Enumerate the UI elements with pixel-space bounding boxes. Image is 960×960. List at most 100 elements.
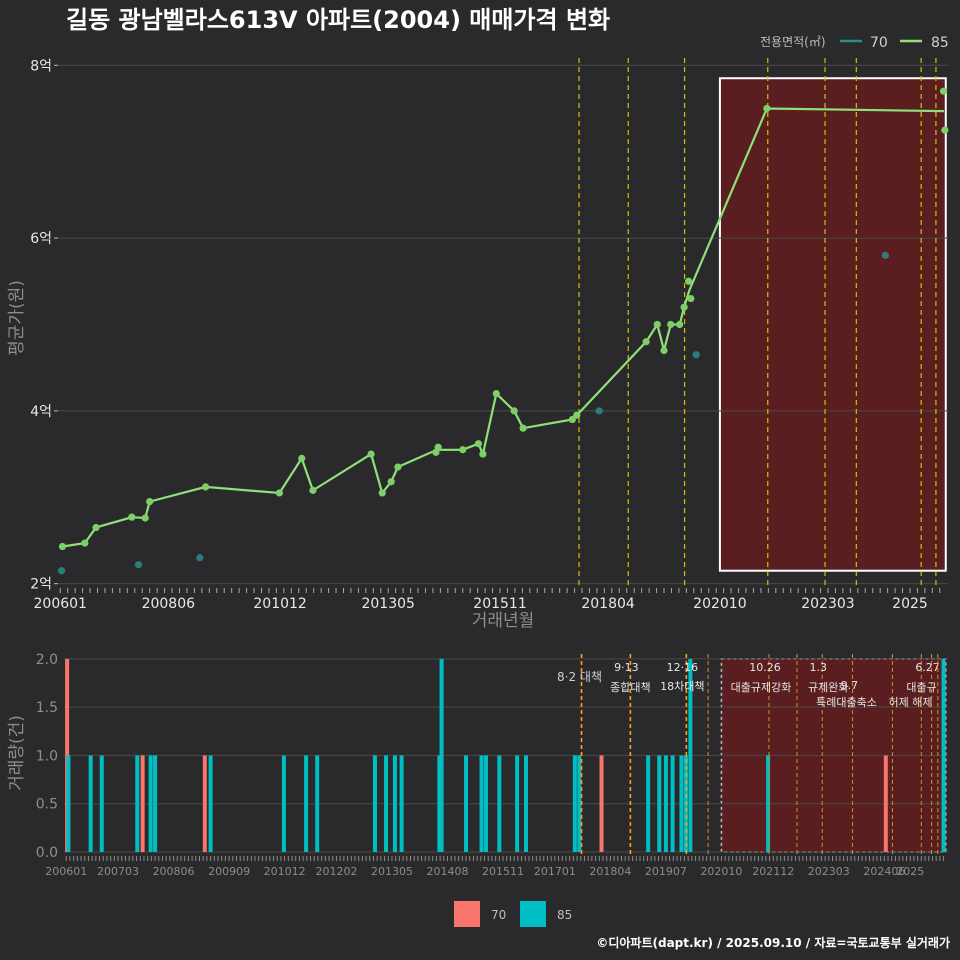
bar-85 xyxy=(657,755,662,852)
point-70 xyxy=(881,251,889,259)
point-85 xyxy=(492,390,500,398)
y-tick-label: 6억 xyxy=(30,231,52,247)
x-tick-label: 202010 xyxy=(700,865,742,878)
bar-70 xyxy=(202,755,207,852)
legend-swatch-85 xyxy=(520,901,546,927)
bar-85 xyxy=(208,755,213,852)
point-85 xyxy=(394,463,402,471)
bar-85 xyxy=(315,755,320,852)
bar-85 xyxy=(572,755,577,852)
bar-85 xyxy=(941,658,946,852)
y-axis-title: 평균가(원) xyxy=(7,280,27,356)
point-85 xyxy=(275,489,283,497)
x-tick-label: 2025 xyxy=(896,865,924,878)
bar-85 xyxy=(304,755,309,852)
x-tick-label: 201012 xyxy=(253,596,306,612)
credit-text: ©디아파트(dapt.kr) / 2025.09.10 / 자료=국토교통부 실… xyxy=(596,935,950,950)
policy-date-label: 1.3 xyxy=(810,661,828,674)
bar-70 xyxy=(140,755,145,852)
x-tick-label: 200601 xyxy=(45,865,87,878)
y-tick-label: 0.0 xyxy=(36,845,58,861)
legend-label-85: 85 xyxy=(931,35,949,51)
bar-85 xyxy=(399,755,404,852)
line-85 xyxy=(62,107,945,548)
x-tick-label: 200601 xyxy=(34,596,87,612)
policy-name-label: 대출규 xyxy=(906,681,936,694)
x-tick-label: 201804 xyxy=(589,865,631,878)
x-tick-label: 201012 xyxy=(264,865,306,878)
policy-date-label: 9.7 xyxy=(841,679,859,692)
x-tick-label: 202010 xyxy=(693,596,746,612)
point-85 xyxy=(459,446,467,454)
bar-85 xyxy=(663,755,668,852)
point-85 xyxy=(519,424,527,432)
bar-85 xyxy=(372,755,377,852)
point-70 xyxy=(196,554,204,562)
point-85 xyxy=(941,126,949,134)
point-70 xyxy=(595,407,603,415)
point-85 xyxy=(128,513,136,521)
point-85 xyxy=(763,104,771,113)
x-tick-label: 201202 xyxy=(315,865,357,878)
legend-swatch-70 xyxy=(454,901,480,927)
bar-85 xyxy=(281,755,286,852)
point-85 xyxy=(568,415,576,424)
policy-date-label: 9·13 xyxy=(614,661,639,674)
point-85 xyxy=(642,338,650,346)
x-tick-label: 201408 xyxy=(427,865,469,878)
bar-85 xyxy=(484,755,489,852)
point-70 xyxy=(57,567,66,575)
y-axis-title: 거래량(건) xyxy=(7,715,27,791)
x-tick-label: 201511 xyxy=(473,596,526,612)
chart-title: 길동 광남벨라스613V 아파트(2004) 매매가격 변화 xyxy=(66,6,610,34)
highlight-box xyxy=(718,77,947,572)
point-85 xyxy=(660,346,668,354)
point-85 xyxy=(474,440,483,448)
point-85 xyxy=(434,443,442,451)
y-tick-label: 4억 xyxy=(30,404,52,420)
point-85 xyxy=(676,320,684,329)
bar-85 xyxy=(464,755,469,852)
bar-85 xyxy=(88,755,93,852)
point-85 xyxy=(573,411,581,419)
bar-85 xyxy=(688,658,693,852)
bar-85 xyxy=(679,755,684,852)
x-tick-label: 200806 xyxy=(153,865,195,878)
x-tick-label: 200909 xyxy=(208,865,250,878)
bar-85 xyxy=(384,755,389,852)
point-70 xyxy=(134,561,143,569)
point-85 xyxy=(309,486,317,494)
area-legend: 전용면적(㎡) 70 85 xyxy=(760,35,949,51)
bar-85 xyxy=(523,755,528,852)
bar-85 xyxy=(392,755,397,852)
bar-85 xyxy=(479,755,484,852)
legend-label-70: 70 xyxy=(491,908,506,922)
x-tick-label: 201907 xyxy=(645,865,687,878)
x-tick-label: 201305 xyxy=(361,596,414,612)
policy-name-label: 18차대책 xyxy=(660,680,704,693)
bar-85 xyxy=(766,755,771,852)
bar-85 xyxy=(437,755,442,852)
point-85 xyxy=(92,523,100,532)
policy-name-label: 규제완화 xyxy=(808,681,848,694)
point-85 xyxy=(685,277,693,285)
volume-panel: 0.0 0.5 1.0 1.5 2.0 8·2 대책 9·13 종합대책 12·16 18차대책 1… xyxy=(7,652,948,878)
bar-85 xyxy=(148,755,153,852)
bar-85 xyxy=(646,755,651,852)
point-85 xyxy=(378,489,386,497)
bar-85 xyxy=(99,755,104,852)
bar-85 xyxy=(66,755,71,852)
point-85 xyxy=(667,320,675,329)
legend-title: 전용면적(㎡) xyxy=(760,35,826,49)
bar-85 xyxy=(439,658,444,852)
y-tick-label: 8억 xyxy=(30,58,52,74)
y-tick-label: 2억 xyxy=(30,577,52,593)
point-85 xyxy=(387,478,395,486)
point-85 xyxy=(367,450,375,458)
bar-85 xyxy=(153,755,158,852)
price-panel: 2억 4억 6억 8억 200601 200806 201012 201305 201511 20… xyxy=(7,58,949,631)
x-tick-label: 200806 xyxy=(142,596,196,612)
bar-85 xyxy=(515,755,520,852)
policy-date-label: 10.26 xyxy=(749,661,781,674)
bar-70 xyxy=(883,755,888,852)
